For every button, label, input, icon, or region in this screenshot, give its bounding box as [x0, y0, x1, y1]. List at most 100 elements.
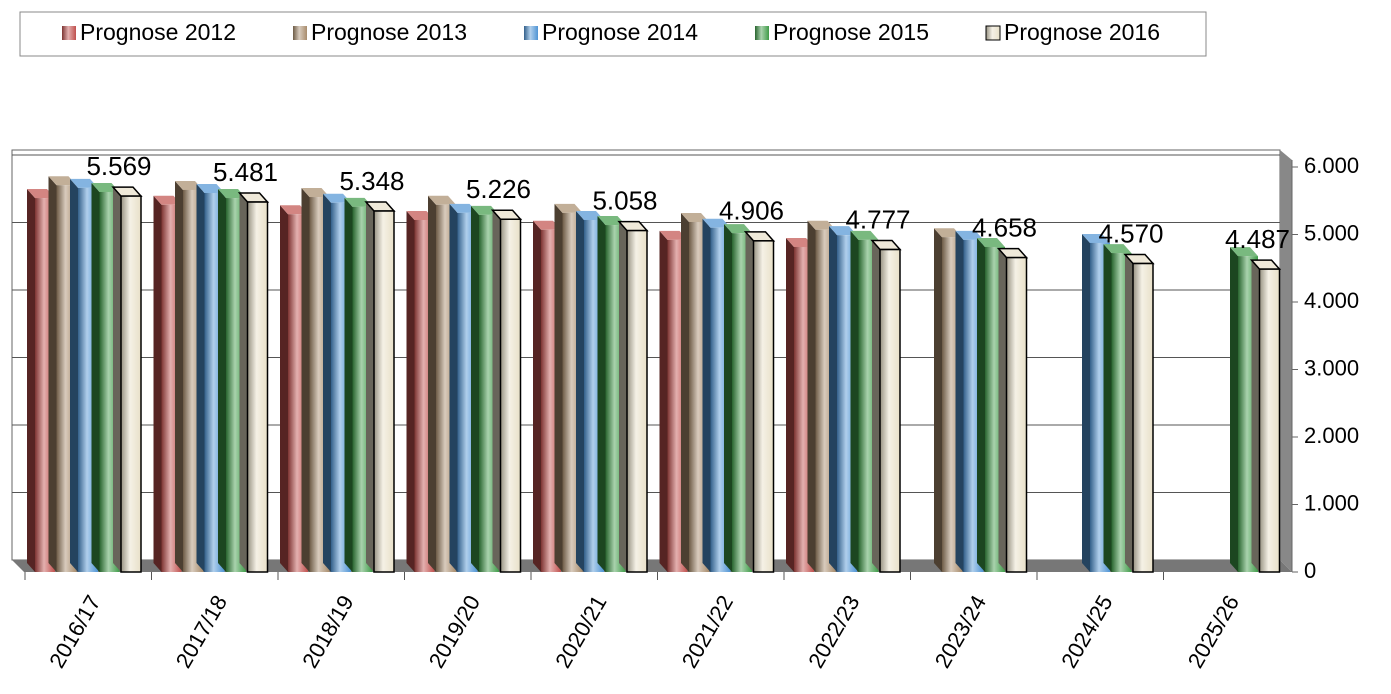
- bar-side: [344, 197, 353, 572]
- bar-side: [955, 230, 964, 572]
- bar-top: [91, 182, 120, 192]
- x-tick-label: 2023/24: [930, 591, 991, 672]
- bar-side: [1251, 260, 1260, 572]
- bar-top: [218, 189, 246, 199]
- bar-side: [301, 188, 310, 572]
- bar-side: [934, 228, 942, 572]
- bar-side: [659, 230, 668, 572]
- bar-side: [597, 216, 606, 573]
- x-tick-label: 2020/21: [550, 591, 611, 672]
- bar-side: [554, 203, 563, 572]
- legend-label: Prognose 2015: [773, 19, 929, 45]
- bar-side: [91, 182, 100, 572]
- bar: [626, 229, 648, 573]
- side-wall: [1280, 150, 1292, 572]
- y-tick-label: 3.000: [1304, 355, 1359, 380]
- bar-top: [323, 193, 351, 203]
- bar-side: [239, 193, 248, 572]
- legend-label: Prognose 2012: [80, 19, 236, 45]
- bar-top: [406, 210, 435, 220]
- bar-side: [449, 203, 458, 572]
- y-tick-label: 2.000: [1304, 423, 1359, 448]
- y-tick-label: 0: [1304, 558, 1316, 583]
- legend-swatch: [985, 25, 1001, 41]
- bar-side: [681, 213, 689, 572]
- bar: [1132, 262, 1154, 573]
- bar-side: [745, 231, 754, 572]
- x-tick-label: 2018/19: [297, 591, 358, 672]
- bar-top: [1103, 244, 1132, 254]
- bar-top: [597, 216, 626, 226]
- bar-top: [449, 203, 478, 213]
- bar: [1005, 256, 1028, 573]
- bar-side: [218, 189, 226, 573]
- bar-top: [48, 176, 77, 186]
- bar: [246, 201, 269, 573]
- data-label: 5.058: [592, 185, 657, 215]
- bar-top: [934, 228, 962, 238]
- bar-top: [533, 220, 561, 230]
- bar-side: [471, 205, 479, 573]
- bar-side: [724, 224, 732, 572]
- bar: [120, 195, 142, 573]
- bar-top: [280, 205, 308, 215]
- x-tick-label: 2024/25: [1056, 591, 1117, 672]
- bar-side: [1230, 247, 1238, 572]
- bar: [499, 218, 522, 573]
- bar-side: [829, 226, 837, 573]
- y-tick-label: 5.000: [1304, 220, 1359, 245]
- bar-side: [872, 240, 880, 573]
- bar-side: [280, 205, 288, 572]
- bar-side: [366, 202, 374, 572]
- bar-side: [48, 176, 57, 572]
- bar-side: [27, 189, 35, 573]
- y-tick-label: 4.000: [1304, 288, 1359, 313]
- bar-side: [576, 210, 584, 573]
- data-label: 4.570: [1098, 218, 1163, 248]
- x-tick-label: 2025/26: [1183, 591, 1244, 672]
- data-label: 4.658: [972, 212, 1037, 242]
- bar-side: [533, 220, 541, 572]
- bar-side: [977, 237, 985, 573]
- data-label: 5.481: [213, 157, 278, 187]
- legend-swatch: [755, 26, 769, 40]
- bar-side: [1082, 233, 1090, 572]
- bar-top: [807, 220, 836, 230]
- bar: [752, 240, 775, 573]
- legend-label: Prognose 2016: [1004, 19, 1160, 45]
- bar-side: [807, 220, 816, 572]
- bar-top: [977, 237, 1005, 247]
- data-label: 4.906: [719, 196, 784, 226]
- x-tick-label: 2017/18: [171, 591, 232, 672]
- bar-side: [196, 183, 205, 573]
- legend-swatch: [293, 26, 307, 40]
- bar-side: [619, 221, 627, 572]
- legend-swatch: [62, 26, 76, 40]
- bar-top: [1230, 247, 1258, 257]
- bar-top: [428, 195, 456, 205]
- bar-side: [850, 230, 859, 572]
- bar-side: [1125, 254, 1133, 572]
- bar-top: [955, 230, 984, 240]
- x-tick-label: 2021/22: [677, 591, 738, 672]
- bar-top: [27, 189, 55, 199]
- bar-side: [323, 193, 331, 572]
- bar-top: [850, 230, 879, 240]
- bar-top: [829, 226, 857, 236]
- bar-top: [471, 205, 499, 215]
- data-label: 4.487: [1225, 224, 1290, 254]
- bar-top: [659, 230, 688, 240]
- legend-label: Prognose 2013: [311, 19, 467, 45]
- bar-top: [576, 210, 604, 220]
- bar-side: [428, 195, 436, 573]
- bar-side: [153, 195, 162, 573]
- bar-side: [998, 248, 1007, 572]
- data-label: 4.777: [845, 204, 910, 234]
- bar-side: [492, 210, 501, 572]
- bar: [879, 248, 901, 573]
- bar-side: [113, 187, 121, 572]
- bar-top: [70, 178, 98, 188]
- y-tick-label: 1.000: [1304, 490, 1359, 515]
- y-tick-label: 6.000: [1304, 153, 1359, 178]
